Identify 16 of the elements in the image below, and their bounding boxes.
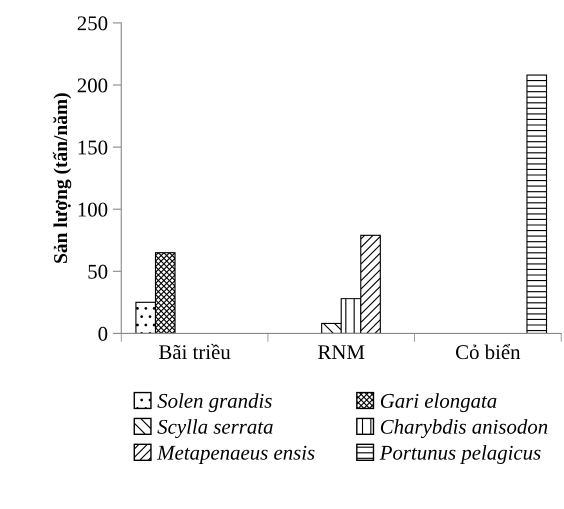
y-tick-label: 150 (78, 140, 108, 155)
x-tick-label: RNM (318, 345, 364, 359)
legend-label: Charybdis anisodon (380, 419, 548, 438)
legend-label: Solen grandis (157, 393, 272, 412)
y-tick-label: 200 (78, 78, 108, 92)
x-tick-label: Cỏ biển (456, 344, 520, 360)
y-axis-title: Sản lượng (tấn/năm) (52, 93, 72, 263)
y-tick-label: 0 (98, 326, 108, 341)
y-tick-label: 250 (78, 16, 108, 30)
legend-label: Portunus pelagicus (380, 445, 541, 464)
y-tick-label: 50 (88, 264, 108, 279)
legend-label: Metapenaeus ensis (156, 446, 315, 464)
x-tick-label: Bãi triều (159, 344, 230, 360)
legend-label: Gari elongata (380, 393, 496, 412)
y-tick-label: 100 (78, 202, 108, 217)
legend-label: Scylla serrata (157, 419, 273, 438)
